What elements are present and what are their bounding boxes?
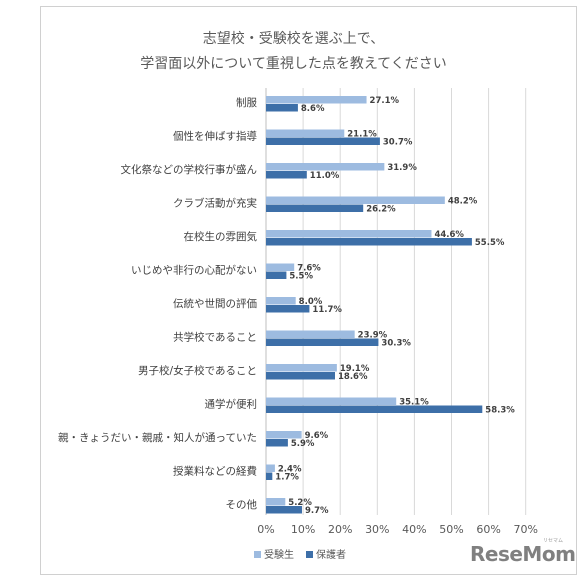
bar-parent [266, 137, 380, 145]
data-label: 55.5% [475, 238, 505, 248]
x-tick-label: 30% [365, 523, 389, 536]
data-label: 21.1% [347, 130, 377, 140]
data-label: 30.7% [383, 138, 413, 148]
data-label: 19.1% [340, 364, 370, 374]
bar-student [266, 230, 432, 238]
category-label: その他 [226, 498, 258, 511]
bar-student [266, 364, 337, 372]
bar-student [266, 196, 445, 204]
bar-student [266, 129, 345, 137]
data-label: 8.0% [299, 297, 323, 307]
chart-title-line-2: 学習面以外について重視した点を教えてください [140, 56, 447, 72]
bar-parent [266, 238, 472, 246]
legend-swatch [254, 551, 261, 558]
data-label: 35.1% [399, 398, 429, 408]
bar-parent [266, 439, 288, 447]
data-label: 5.9% [291, 439, 315, 449]
category-label: 授業料などの経費 [173, 465, 257, 478]
data-label: 27.1% [370, 96, 400, 106]
bar-student [266, 330, 355, 338]
data-label: 9.7% [305, 506, 329, 516]
bar-parent [266, 372, 336, 380]
legend-label: 保護者 [316, 548, 346, 561]
data-label: 26.2% [366, 205, 396, 215]
data-label: 18.6% [338, 372, 368, 382]
bar-parent [266, 472, 273, 480]
data-label: 11.0% [310, 171, 340, 181]
bar-student [266, 464, 275, 472]
x-tick-label: 60% [476, 523, 500, 536]
category-label: 共学校であること [173, 331, 257, 344]
data-label: 48.2% [448, 197, 478, 207]
bar-parent [266, 171, 307, 179]
bar-parent [266, 204, 364, 212]
data-label: 2.4% [278, 465, 302, 475]
data-label: 11.7% [312, 305, 342, 315]
category-label: 在校生の雰囲気 [184, 230, 258, 243]
bar-parent [266, 338, 379, 346]
category-label: 通学が便利 [205, 398, 258, 411]
category-label: 制服 [236, 96, 257, 109]
resemom-logo: ReseMom [470, 542, 576, 566]
category-label: 男子校/女子校であること [138, 364, 257, 377]
category-label: 文化祭などの学校行事が盛ん [121, 163, 258, 176]
category-label: クラブ活動が充実 [173, 197, 257, 210]
data-label: 9.6% [305, 431, 329, 441]
data-label: 5.5% [289, 272, 313, 282]
category-label: いじめや非行の心配がない [131, 264, 257, 277]
category-label: 伝統や世間の評価 [173, 297, 257, 310]
data-label: 5.2% [288, 498, 312, 508]
x-tick-label: 50% [439, 523, 463, 536]
bar-parent [266, 405, 483, 413]
bar-student [266, 397, 397, 405]
category-label: 個性を伸ばす指導 [173, 130, 257, 143]
bar-student [266, 431, 302, 439]
bar-student [266, 263, 295, 271]
data-label: 44.6% [434, 230, 464, 240]
data-label: 1.7% [275, 473, 299, 483]
x-tick-label: 10% [291, 523, 315, 536]
legend-swatch [306, 551, 313, 558]
bar-student [266, 96, 367, 104]
bar-student [266, 163, 385, 171]
chart-title-line-1: 志望校・受験校を選ぶ上で、 [202, 31, 385, 47]
x-tick-label: 20% [328, 523, 352, 536]
data-label: 30.3% [381, 339, 411, 349]
bar-parent [266, 104, 298, 112]
data-label: 8.6% [301, 104, 325, 114]
bar-student [266, 297, 296, 305]
bar-parent [266, 305, 310, 313]
data-label: 23.9% [358, 331, 388, 341]
x-tick-label: 0% [257, 523, 274, 536]
data-label: 7.6% [297, 264, 321, 274]
category-label: 親・きょうだい・親戚・知人が通っていた [58, 431, 257, 444]
resemom-logo-sub: リセマム [543, 538, 564, 544]
data-label: 58.3% [485, 406, 515, 416]
data-label: 31.9% [387, 163, 417, 173]
bar-student [266, 498, 286, 506]
x-tick-label: 40% [402, 523, 426, 536]
x-tick-label: 70% [513, 523, 537, 536]
bar-parent [266, 506, 302, 514]
bar-parent [266, 271, 287, 279]
legend-label: 受験生 [264, 548, 294, 561]
